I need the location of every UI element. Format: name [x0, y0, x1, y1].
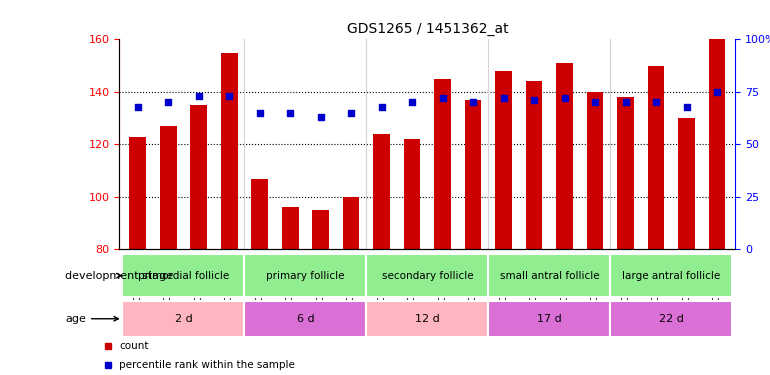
- Bar: [282, 207, 299, 249]
- Bar: [367, 301, 488, 337]
- Point: [376, 104, 388, 110]
- Bar: [611, 301, 732, 337]
- Point: [132, 104, 144, 110]
- Bar: [373, 134, 390, 249]
- Text: primary follicle: primary follicle: [266, 271, 345, 280]
- Text: 12 d: 12 d: [415, 314, 440, 324]
- Bar: [648, 66, 665, 249]
- Point: [314, 114, 326, 120]
- Bar: [367, 254, 488, 297]
- Bar: [312, 210, 329, 249]
- Point: [681, 104, 693, 110]
- Bar: [526, 81, 543, 249]
- Bar: [488, 301, 611, 337]
- Bar: [244, 254, 367, 297]
- Bar: [403, 139, 420, 249]
- Point: [467, 99, 479, 105]
- Bar: [251, 178, 268, 249]
- Bar: [190, 105, 207, 249]
- Text: development stage: development stage: [65, 271, 173, 280]
- Text: primordial follicle: primordial follicle: [138, 271, 229, 280]
- Text: 6 d: 6 d: [296, 314, 314, 324]
- Bar: [221, 53, 237, 249]
- Point: [619, 99, 631, 105]
- Point: [253, 110, 266, 116]
- Bar: [678, 118, 695, 249]
- Bar: [244, 301, 367, 337]
- Point: [162, 99, 174, 105]
- Point: [284, 110, 296, 116]
- Bar: [556, 63, 573, 249]
- Bar: [129, 136, 146, 249]
- Point: [650, 99, 662, 105]
- Point: [589, 99, 601, 105]
- Point: [711, 89, 723, 95]
- Bar: [587, 92, 604, 249]
- Text: 17 d: 17 d: [537, 314, 561, 324]
- Text: small antral follicle: small antral follicle: [500, 271, 599, 280]
- Point: [192, 93, 205, 99]
- Bar: [465, 100, 481, 249]
- Bar: [495, 71, 512, 249]
- Bar: [708, 39, 725, 249]
- Bar: [122, 301, 244, 337]
- Point: [345, 110, 357, 116]
- Point: [558, 95, 571, 101]
- Text: 2 d: 2 d: [175, 314, 192, 324]
- Point: [437, 95, 449, 101]
- Point: [497, 95, 510, 101]
- Bar: [488, 254, 611, 297]
- Bar: [122, 254, 244, 297]
- Text: age: age: [65, 314, 119, 324]
- Bar: [159, 126, 176, 249]
- Bar: [343, 197, 360, 249]
- Point: [528, 97, 541, 103]
- Point: [223, 93, 236, 99]
- Bar: [618, 97, 634, 249]
- Text: count: count: [119, 341, 149, 351]
- Bar: [611, 254, 732, 297]
- Title: GDS1265 / 1451362_at: GDS1265 / 1451362_at: [346, 22, 508, 36]
- Bar: [434, 79, 451, 249]
- Text: 22 d: 22 d: [659, 314, 684, 324]
- Text: secondary follicle: secondary follicle: [382, 271, 473, 280]
- Text: percentile rank within the sample: percentile rank within the sample: [119, 360, 295, 369]
- Point: [406, 99, 418, 105]
- Text: large antral follicle: large antral follicle: [622, 271, 721, 280]
